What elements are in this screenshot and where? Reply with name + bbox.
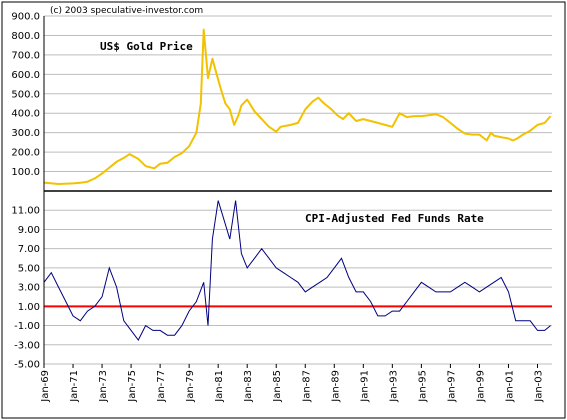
fed-funds-series-line (43, 200, 551, 341)
copyright-credit: (c) 2003 speculative-investor.com (50, 6, 203, 16)
gold-price-panel: 900.0 800.0 700.0 600.0 500.0 400.0 300.0 200.0… (11, 12, 552, 185)
gold-y-tick-label: 400.0 (11, 109, 40, 120)
fed-y-tick-label: 11.00 (11, 206, 40, 217)
x-tick-label: Jan-77 (156, 370, 167, 403)
x-tick-label: Jan-97 (446, 370, 457, 403)
gold-y-tick-label: 800.0 (11, 31, 40, 42)
gold-y-tick-label: 300.0 (11, 128, 40, 139)
fed-y-tick-label: 7.00 (18, 244, 40, 255)
gold-y-tick-label: 900.0 (11, 12, 40, 23)
fed-y-tick-label: 9.00 (18, 225, 40, 236)
x-tick-label: Jan-69 (40, 370, 51, 403)
x-tick-label: Jan-95 (417, 370, 428, 403)
fed-y-tick-label: 5.00 (18, 263, 40, 274)
gold-y-tick-label: 200.0 (11, 148, 40, 159)
x-tick-label: Jan-83 (243, 370, 254, 403)
x-tick-label: Jan-85 (272, 370, 283, 403)
x-tick-label: Jan-91 (359, 370, 370, 403)
fed-y-tick-label: -3.00 (14, 340, 40, 351)
x-tick-label: Jan-89 (330, 370, 341, 403)
fed-y-tick-label: 1.00 (18, 302, 40, 313)
fed-y-tick-label: -5.00 (14, 360, 40, 371)
x-tick-label: Jan-81 (214, 370, 225, 403)
gold-panel-title: US$ Gold Price (100, 40, 193, 53)
gold-y-tick-label: 100.0 (11, 167, 40, 178)
fed-y-tick-label: 3.00 (18, 283, 40, 294)
x-tick-label: Jan-71 (69, 370, 80, 403)
fed-panel-title: CPI-Adjusted Fed Funds Rate (305, 212, 484, 225)
x-tick-label: Jan-73 (98, 370, 109, 403)
x-tick-label: Jan-79 (185, 370, 196, 403)
gold-price-series-line (43, 28, 552, 185)
gold-y-tick-label: 500.0 (11, 89, 40, 100)
gold-y-tick-label: 600.0 (11, 70, 40, 81)
x-tick-label: Jan-99 (475, 370, 486, 403)
x-tick-label: Jan-87 (301, 370, 312, 403)
gold-y-tick-label: 700.0 (11, 50, 40, 61)
x-tick-label: Jan-75 (127, 370, 138, 403)
x-tick-label: Jan-93 (388, 370, 399, 403)
x-tick-label: Jan-01 (504, 370, 515, 403)
fed-y-tick-label: -1.00 (14, 321, 40, 332)
x-tick-label: Jan-03 (533, 370, 544, 403)
x-axis: Jan-69 Jan-71 Jan-73 Jan-75 Jan-77 Jan-79 Jan-… (40, 364, 544, 403)
fed-funds-panel: 11.00 9.00 7.00 5.00 3.00 1.00 -1.00 -3.00 -5.00… (11, 200, 552, 371)
